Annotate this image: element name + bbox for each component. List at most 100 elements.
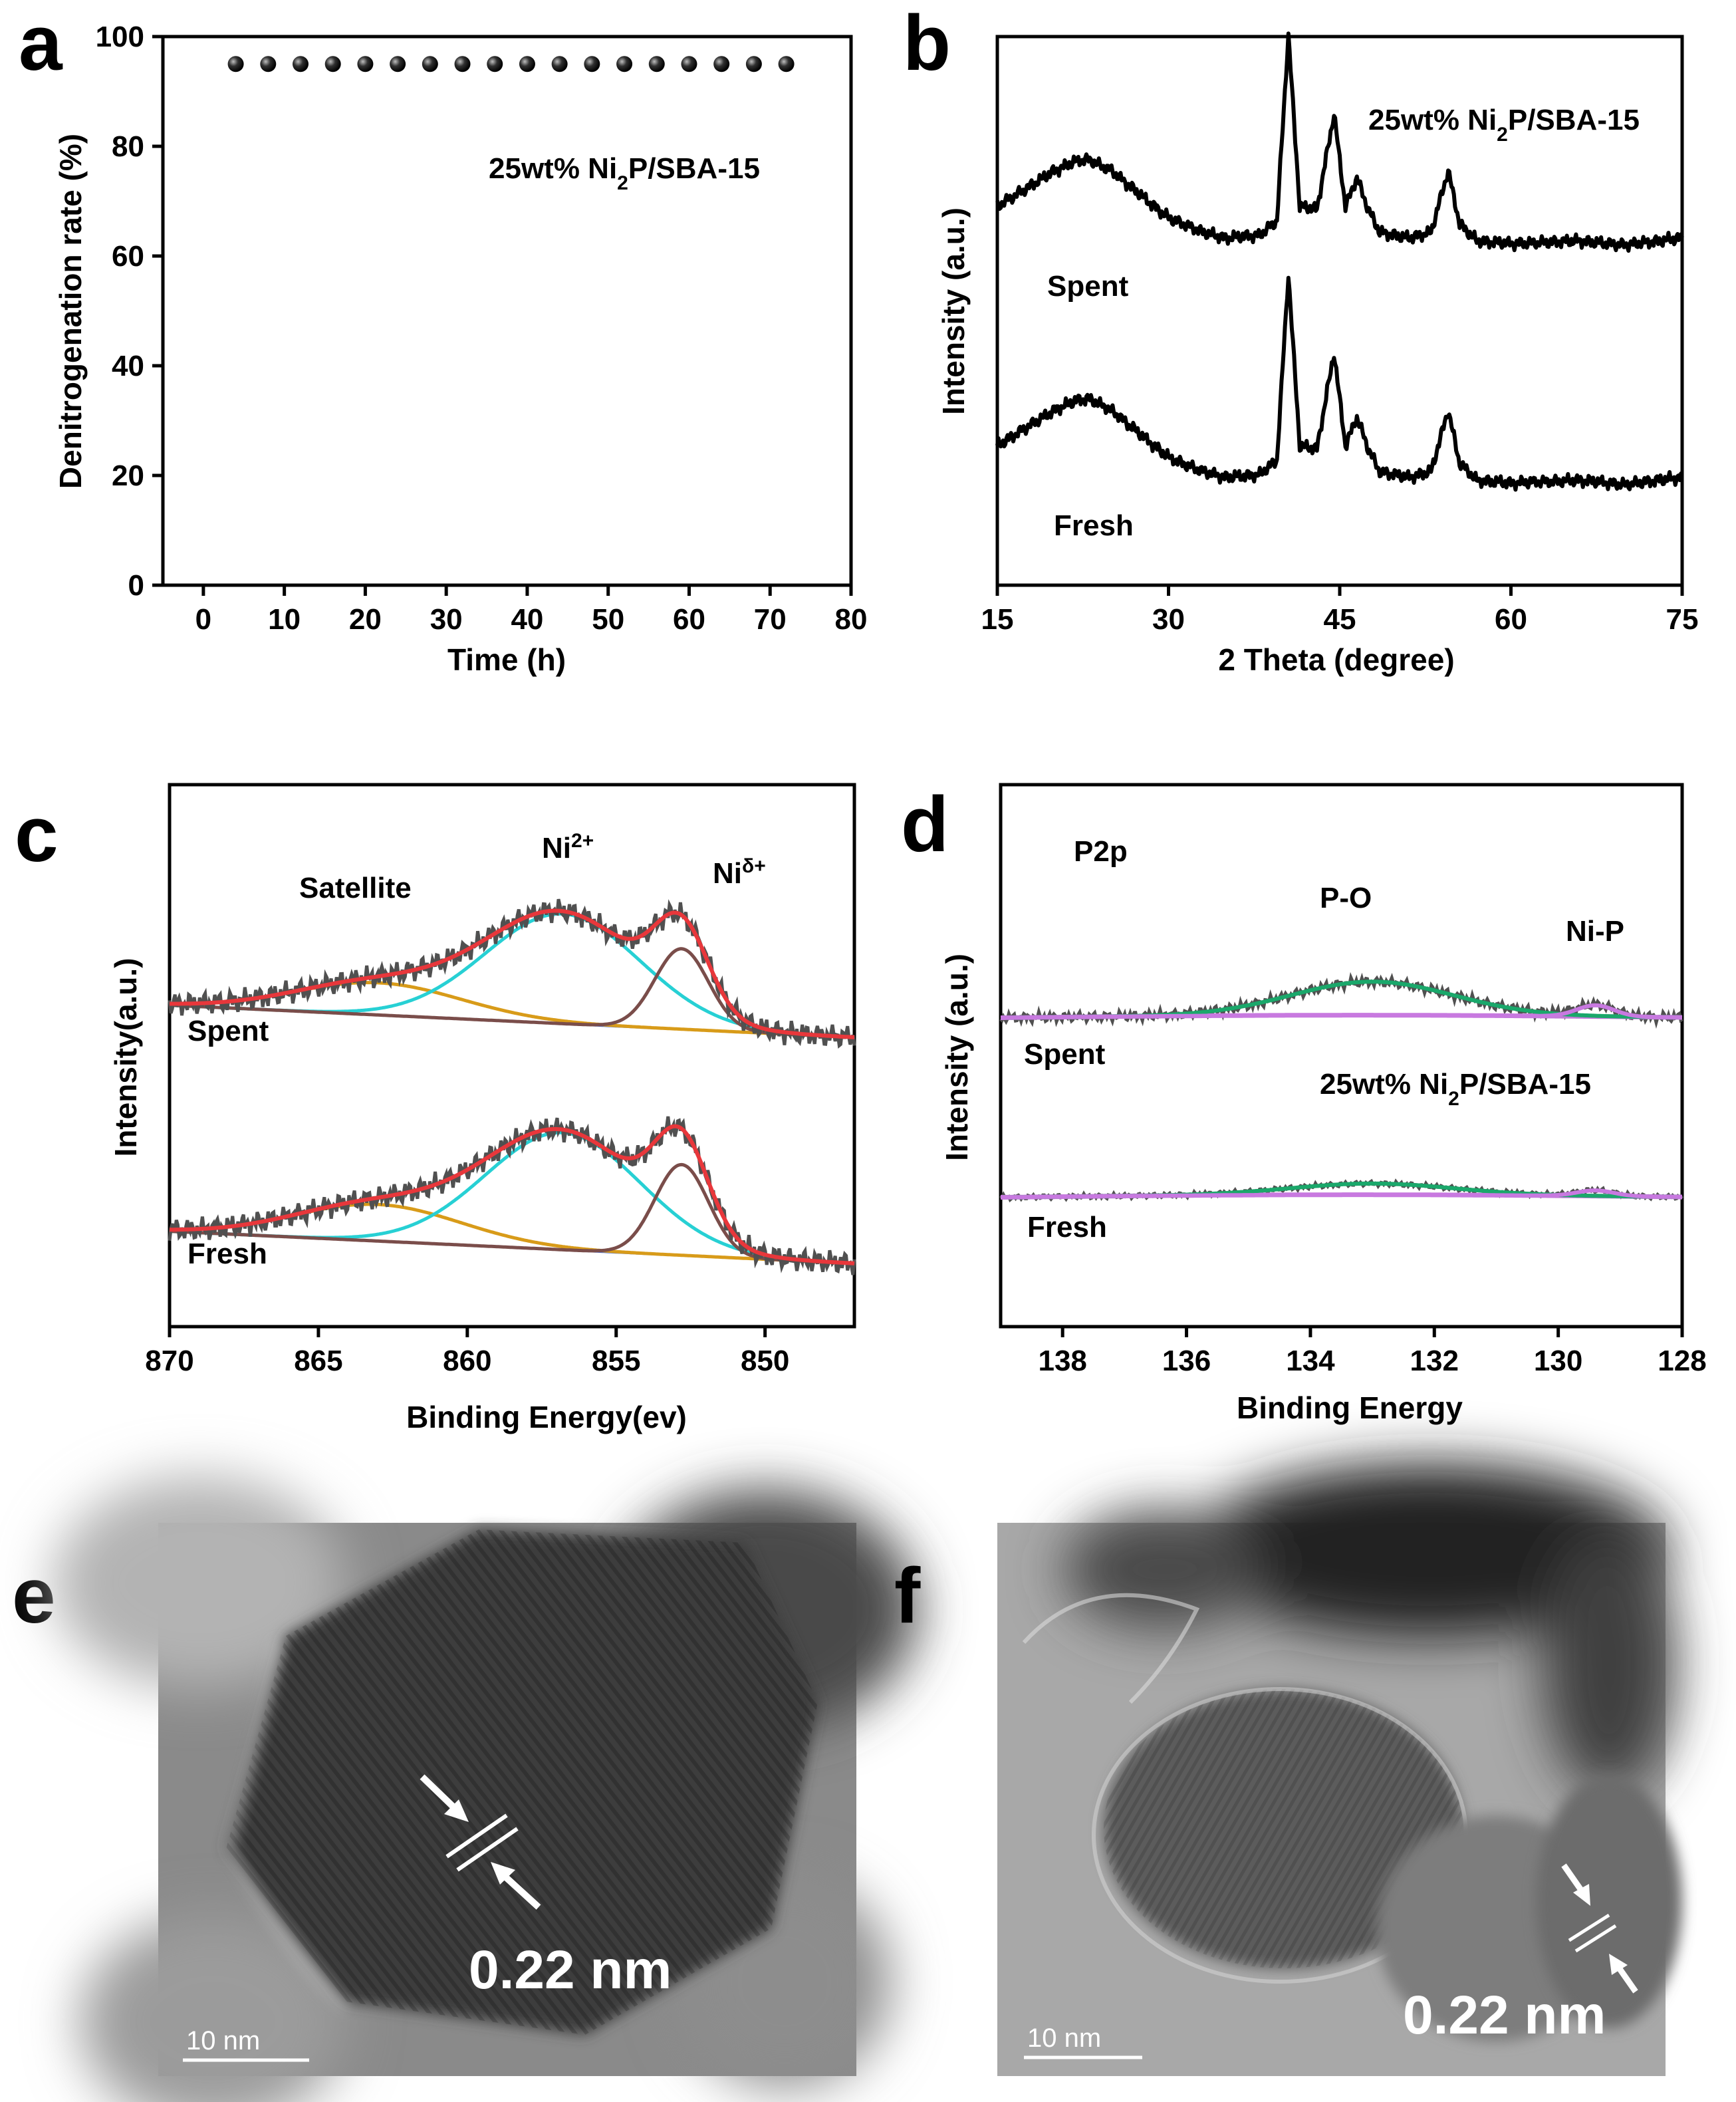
panel-c-lines [168, 898, 856, 1275]
data-point [357, 56, 374, 72]
panel-c-frame [168, 783, 856, 1329]
panel-a-xtick-label: 80 [835, 603, 868, 636]
panel-c: c 870 865 860 855 850 Satellite Ni2+ Niδ+ Sp… [15, 783, 856, 1434]
xps-p2p-component-fresh [1001, 1188, 1682, 1200]
panel-c-satellite-label: Satellite [299, 872, 412, 904]
panel-c-ni2-label: Ni2+ [542, 830, 594, 865]
panel-b-xtick-label: 75 [1666, 603, 1699, 636]
panel-d-lines [999, 972, 1683, 1203]
panel-d-po-label: P-O [1320, 882, 1372, 914]
panel-f-letter: f [894, 1552, 921, 1640]
xps-component-spent [169, 947, 855, 1039]
data-point [745, 56, 762, 72]
panel-b-x-ticks: 15 30 45 60 75 [981, 585, 1699, 636]
panel-a-xtick-label: 30 [430, 603, 463, 636]
panel-a-xtick-label: 20 [349, 603, 382, 636]
data-point [713, 56, 730, 72]
panel-c-xtick-label: 855 [592, 1345, 640, 1377]
panel-a-ytick-label: 20 [112, 460, 144, 492]
data-point [324, 56, 341, 72]
panel-f: f 0.22 nm 10 nm [894, 1463, 1682, 2076]
panel-e: e 0.22 nm 10 nm [12, 1476, 918, 2102]
panel-c-ylabel: Intensity(a.u.) [108, 958, 143, 1156]
tem-image-e: 0.22 nm 10 nm [53, 1476, 918, 2102]
tem-f-spacing-label: 0.22 nm [1403, 1985, 1606, 2045]
data-point [227, 56, 244, 72]
panel-a-xtick-label: 40 [511, 603, 543, 636]
data-point [584, 56, 600, 72]
tem-e-scale-label: 10 nm [186, 2026, 260, 2055]
panel-d-ylabel: Intensity (a.u.) [939, 954, 974, 1161]
tem-f-spacing-marker [1561, 1863, 1638, 1994]
panel-c-xlabel: Binding Energy(ev) [406, 1400, 687, 1434]
tem-e-spacing-label: 0.22 nm [469, 1940, 672, 2000]
panel-b-fresh-label: Fresh [1054, 509, 1134, 542]
panel-b-letter: b [903, 0, 951, 87]
panel-b-spent-label: Spent [1047, 270, 1129, 303]
tem-e-spacing-marker [420, 1774, 541, 1910]
panel-a-ytick-label: 0 [128, 569, 144, 602]
panel-d-spent-label: Spent [1024, 1038, 1106, 1071]
panel-c-xtick-label: 870 [145, 1345, 193, 1377]
tem-image-f: 0.22 nm 10 nm [997, 1463, 1682, 2076]
panel-c-xtick-label: 860 [443, 1345, 491, 1377]
panel-a-ytick-label: 80 [112, 130, 144, 163]
xps-envelope-spent [170, 908, 855, 1039]
panel-d-frame [999, 783, 1684, 1329]
panel-c-xtick-label: 865 [294, 1345, 342, 1377]
panel-d-xlabel: Binding Energy [1237, 1390, 1463, 1425]
data-point [551, 56, 568, 72]
panel-d-xtick-label: 132 [1410, 1345, 1459, 1377]
panel-d-sample-label: 25wt% Ni2P/SBA-15 [1320, 1068, 1591, 1110]
panel-a-xtick-label: 60 [673, 603, 705, 636]
panel-d-x-ticks: 138 136 134 132 130 128 [1038, 1327, 1707, 1377]
panel-c-nidelta-label: Niδ+ [713, 855, 766, 890]
panel-a-points [227, 56, 795, 72]
data-point [778, 56, 795, 72]
data-point [454, 56, 471, 72]
panel-d-xtick-label: 128 [1658, 1345, 1706, 1377]
panel-a-ytick-label: 100 [96, 21, 144, 53]
panel-b: b 15 30 45 60 75 25wt% Ni2P/SBA-15 Spent Fre… [903, 0, 1698, 677]
data-point [519, 56, 535, 72]
panel-d-nip-label: Ni-P [1566, 915, 1624, 948]
data-point [648, 56, 665, 72]
panel-d-fresh-label: Fresh [1027, 1211, 1107, 1244]
data-point [293, 56, 309, 72]
data-point [390, 56, 406, 72]
xps-envelope-fresh [170, 1124, 855, 1265]
xrd-line-fresh [995, 275, 1683, 492]
panel-a-xtick-label: 70 [754, 603, 787, 636]
panel-d: d 138 136 134 132 130 128 P2p P-O Ni-P Spent … [901, 781, 1707, 1425]
panel-a-ytick-label: 40 [112, 350, 144, 382]
data-point [681, 56, 697, 72]
panel-a-xtick-label: 50 [592, 603, 624, 636]
data-point [260, 56, 277, 72]
xps-component-fresh [169, 1130, 855, 1265]
panel-a-frame [161, 35, 853, 587]
panel-d-letter: d [901, 781, 949, 868]
panel-c-fresh-label: Fresh [187, 1238, 267, 1270]
panel-a-xtick-label: 0 [195, 603, 211, 636]
xrd-line-spent [995, 31, 1684, 253]
panel-a: a 0 10 20 30 40 50 60 70 80 0 20 40 60 80 100 25wt% N… [19, 0, 867, 677]
panel-d-p2p-label: P2p [1074, 835, 1128, 868]
panel-a-y-ticks: 0 20 40 60 80 100 [96, 21, 163, 602]
panel-a-ytick-label: 60 [112, 240, 144, 273]
panel-b-xtick-label: 15 [981, 603, 1014, 636]
xps-p2p-component-spent [1001, 1003, 1682, 1020]
panel-c-spent-label: Spent [187, 1015, 269, 1047]
panel-c-x-ticks: 870 865 860 855 850 [145, 1327, 789, 1377]
tem-f-scale-label: 10 nm [1027, 2024, 1101, 2053]
panel-a-x-ticks: 0 10 20 30 40 50 60 70 80 [195, 585, 868, 636]
data-point [487, 56, 503, 72]
panel-a-ylabel: Denitrogenation rate (%) [53, 134, 88, 489]
panel-d-xtick-label: 136 [1162, 1345, 1211, 1377]
panel-d-xtick-label: 134 [1286, 1345, 1335, 1377]
panel-b-xtick-label: 60 [1495, 603, 1527, 636]
panel-b-xtick-label: 30 [1152, 603, 1185, 636]
panel-a-sample-label: 25wt% Ni2P/SBA-15 [489, 152, 760, 194]
data-point [616, 56, 633, 72]
panel-b-ylabel: Intensity (a.u.) [936, 207, 971, 415]
